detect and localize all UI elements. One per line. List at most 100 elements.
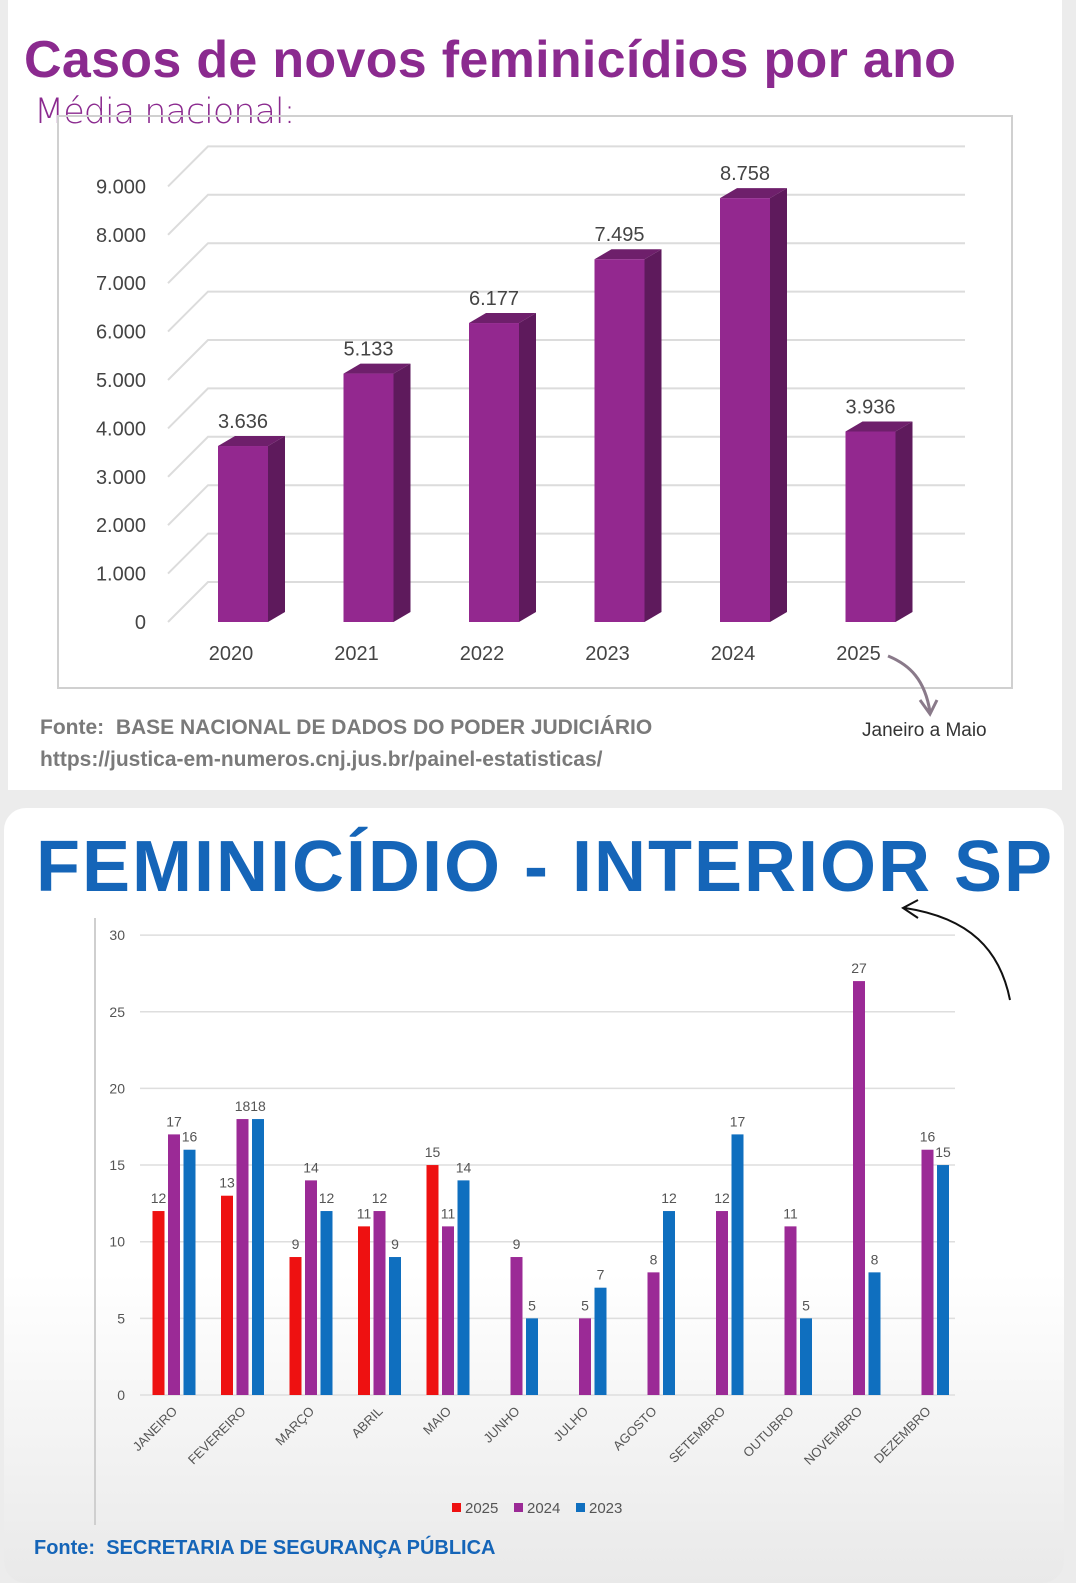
data-label: 12 xyxy=(372,1190,388,1206)
data-label: 7 xyxy=(597,1267,605,1283)
gridline xyxy=(167,193,965,236)
chart2-source: Fonte: SECRETARIA DE SEGURANÇA PÚBLICA xyxy=(34,1537,496,1560)
y-tick-label: 25 xyxy=(109,1004,125,1020)
gridline xyxy=(167,435,965,478)
x-tick-label: 2020 xyxy=(209,643,254,665)
data-label: 11 xyxy=(441,1205,456,1221)
y-tick-label: 8.000 xyxy=(96,225,146,247)
gridline xyxy=(167,242,965,284)
bar-2023 xyxy=(800,1318,812,1395)
bar xyxy=(594,259,645,622)
chart1-source: Fonte: BASE NACIONAL DE DADOS DO PODER J… xyxy=(40,716,652,740)
y-tick-label: 5.000 xyxy=(96,370,146,392)
x-tick-label: ABRIL xyxy=(348,1404,385,1441)
bar-top xyxy=(845,421,913,432)
y-tick-label: 2.000 xyxy=(96,515,146,537)
gridline xyxy=(167,484,965,526)
bar-top xyxy=(594,249,662,260)
data-label: 5 xyxy=(528,1297,536,1313)
y-tick-label: 9.000 xyxy=(96,176,146,198)
gridline xyxy=(167,290,965,333)
data-label: 6.177 xyxy=(469,288,519,310)
bar-2024 xyxy=(579,1318,591,1395)
data-label: 5 xyxy=(581,1297,589,1313)
bar-2024 xyxy=(647,1272,660,1395)
y-tick-label: 10 xyxy=(109,1234,125,1250)
bar-2025 xyxy=(152,1211,165,1395)
bar xyxy=(218,446,268,622)
data-label: 16 xyxy=(182,1129,198,1145)
plot-frame xyxy=(57,115,1013,689)
gridline xyxy=(167,532,965,575)
x-tick-label: AGOSTO xyxy=(610,1404,660,1454)
data-label: 16 xyxy=(920,1129,936,1145)
bar-2024 xyxy=(373,1211,386,1395)
y-tick-label: 7.000 xyxy=(96,273,146,295)
data-label: 8 xyxy=(650,1251,658,1267)
bar-2023 xyxy=(868,1272,881,1395)
x-tick-label: 2024 xyxy=(711,643,756,665)
source-text: SECRETARIA DE SEGURANÇA PÚBLICA xyxy=(106,1537,496,1559)
bar-2024 xyxy=(853,981,865,1395)
legend-swatch xyxy=(576,1503,585,1512)
y-tick-label: 6.000 xyxy=(96,322,146,344)
bar-2023 xyxy=(183,1149,196,1395)
chart2-title: FEMINICÍDIO - INTERIOR SP xyxy=(36,827,1055,907)
data-label: 11 xyxy=(357,1205,372,1221)
data-label: 8.758 xyxy=(720,163,770,185)
x-tick-label: MARÇO xyxy=(272,1404,317,1449)
bar-side xyxy=(519,313,536,622)
legend-swatch xyxy=(514,1503,523,1512)
y-tick-label: 15 xyxy=(109,1157,125,1173)
chart1-source-url: https://justica-em-numeros.cnj.jus.br/pa… xyxy=(40,748,603,771)
bar-2025 xyxy=(426,1165,439,1395)
sp-chart-card xyxy=(4,808,1064,1583)
chart1-title: Casos de novos feminicídios por ano xyxy=(24,31,957,89)
data-label: 12 xyxy=(151,1190,167,1206)
bar-2024 xyxy=(442,1226,454,1395)
bar-2023 xyxy=(526,1318,538,1395)
data-label: 13 xyxy=(219,1175,235,1191)
y-tick-label: 20 xyxy=(109,1080,125,1096)
bar-2023 xyxy=(937,1165,949,1395)
data-label: 3.636 xyxy=(218,411,268,433)
legend-swatch xyxy=(452,1503,461,1512)
x-tick-label: FEVEREIRO xyxy=(185,1404,249,1468)
bar-top xyxy=(343,363,411,374)
gridline xyxy=(167,387,965,430)
bar-2023 xyxy=(252,1119,264,1395)
bar-2024 xyxy=(784,1226,797,1395)
data-label: 5 xyxy=(802,1297,810,1313)
bar xyxy=(343,373,394,622)
x-tick-label: MAIO xyxy=(420,1404,454,1438)
bar-2023 xyxy=(457,1180,470,1395)
legend-label: 2023 xyxy=(589,1500,622,1517)
x-tick-label: JANEIRO xyxy=(130,1404,180,1454)
data-label: 14 xyxy=(456,1159,472,1175)
source-text: BASE NACIONAL DE DADOS DO PODER JUDICIÁR… xyxy=(115,716,653,739)
y-tick-label: 0 xyxy=(135,612,146,634)
data-label: 7.495 xyxy=(594,224,644,246)
legend-label: 2025 xyxy=(465,1500,498,1517)
bar-top xyxy=(218,436,285,447)
bar-2024 xyxy=(716,1211,728,1395)
data-label: 5.133 xyxy=(343,339,393,361)
bar xyxy=(720,198,770,622)
bar-2024 xyxy=(921,1149,934,1395)
x-tick-label: 2022 xyxy=(460,643,505,665)
data-label: 15 xyxy=(425,1144,441,1160)
data-label: 9 xyxy=(391,1236,399,1252)
legend-label: 2024 xyxy=(527,1500,560,1517)
x-tick-label: 2023 xyxy=(585,643,630,665)
data-label: 18 xyxy=(235,1098,251,1114)
x-tick-label: SETEMBRO xyxy=(666,1404,728,1466)
data-label: 12 xyxy=(714,1190,730,1206)
y-tick-label: 3.000 xyxy=(96,467,146,489)
bar-2024 xyxy=(236,1119,249,1395)
source-label: Fonte: xyxy=(34,1537,96,1559)
bar-side xyxy=(644,249,662,622)
bar-2023 xyxy=(320,1211,333,1395)
data-label: 12 xyxy=(319,1190,335,1206)
gridline xyxy=(167,339,965,381)
